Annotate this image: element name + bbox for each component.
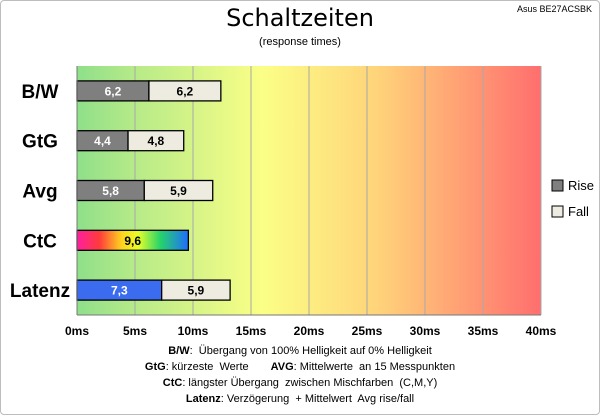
data-label: 6,2 — [177, 84, 194, 98]
monitor-model-label: Asus BE27ACSBK — [516, 4, 592, 14]
bar-fall — [143, 179, 214, 202]
legend-label-fall: Fall — [568, 204, 589, 219]
footnote-latenz: Latenz: Verzögerung + Mittelwert Avg ris… — [185, 393, 415, 405]
category-label: B/W — [22, 82, 59, 103]
x-tick-label: 10ms — [178, 324, 209, 338]
x-tick-label: 30ms — [410, 324, 441, 338]
x-tick-label: 0ms — [65, 324, 89, 338]
data-label: 7,3 — [111, 284, 128, 298]
category-label: Avg — [22, 182, 57, 203]
data-label: 5,9 — [188, 284, 205, 298]
footnote-gtg-avg: GtG: kürzeste Werte AVG: Mittelwerte an 1… — [144, 361, 456, 373]
data-label: 5,8 — [102, 184, 119, 198]
legend-swatch-fall — [551, 205, 564, 218]
x-tick-label: 5ms — [123, 324, 147, 338]
data-label: 4,8 — [148, 134, 165, 148]
x-tick-label: 20ms — [294, 324, 325, 338]
bar-fall — [148, 80, 222, 102]
data-label: 6,2 — [105, 84, 122, 98]
bar-fall — [127, 130, 185, 152]
x-tick-label: 40ms — [526, 324, 557, 338]
category-label: GtG — [22, 132, 58, 153]
legend-swatch-rise — [551, 179, 564, 192]
footnote-bw: B/W: Übergang von 100% Helligkeit auf 0%… — [168, 345, 432, 357]
x-tick-label: 25ms — [352, 324, 383, 338]
legend-label-rise: Rise — [568, 178, 594, 193]
chart-subtitle: (response times) — [259, 36, 341, 48]
bar-rise-fall-avg — [161, 279, 231, 301]
chart-title: Schaltzeiten — [226, 4, 374, 32]
x-tick-label: 15ms — [236, 324, 267, 338]
data-label: 9,6 — [124, 234, 141, 248]
chart-footnotes: B/W: Übergang von 100% Helligkeit auf 0%… — [0, 343, 600, 407]
x-tick-label: 35ms — [468, 324, 499, 338]
footnote-ctc: CtC: längster Übergang zwischen Mischfar… — [162, 377, 438, 389]
data-label: 4,4 — [94, 134, 111, 148]
category-label: Latenz — [10, 281, 70, 302]
data-label: 5,9 — [170, 184, 187, 198]
category-label: CtC — [23, 231, 57, 252]
